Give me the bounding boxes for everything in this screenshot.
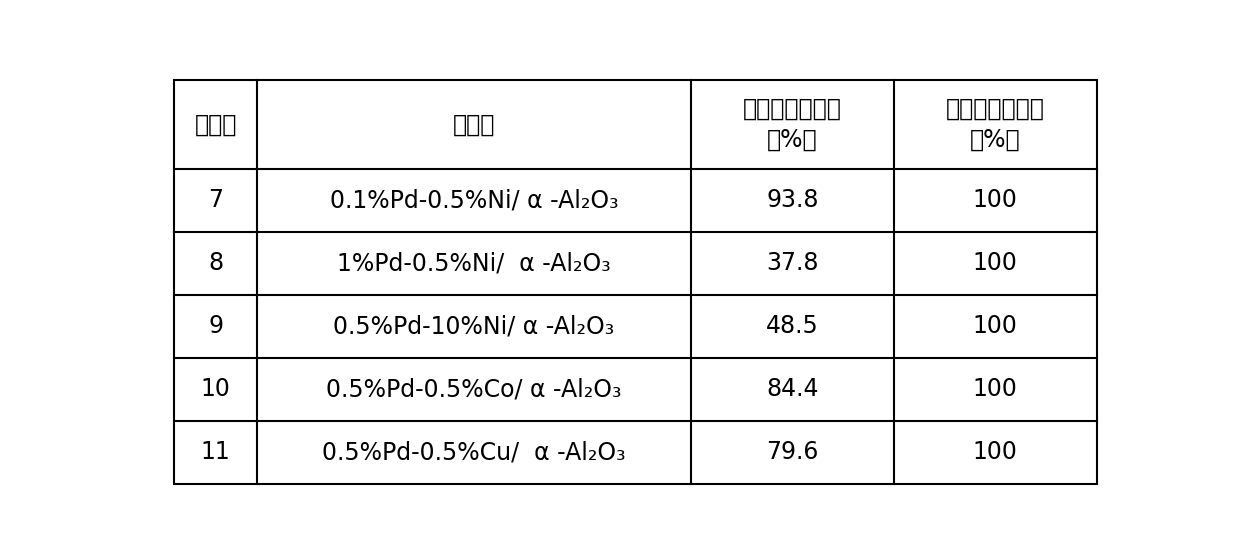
Text: 实施例: 实施例 [195,112,237,136]
Text: 100: 100 [973,188,1018,212]
Text: 79.6: 79.6 [766,440,818,464]
Text: 0.1%Pd-0.5%Ni/ α -Al₂O₃: 0.1%Pd-0.5%Ni/ α -Al₂O₃ [330,188,619,212]
Text: 100: 100 [973,251,1018,275]
Text: 93.8: 93.8 [766,188,818,212]
Text: 48.5: 48.5 [766,314,818,338]
Text: 8: 8 [208,251,223,275]
Text: 催化剂: 催化剂 [453,112,495,136]
Text: 9: 9 [208,314,223,338]
Text: 100: 100 [973,377,1018,401]
Text: 丁炔二醇转化率: 丁炔二醇转化率 [946,97,1045,121]
Text: 0.5%Pd-0.5%Cu/  α -Al₂O₃: 0.5%Pd-0.5%Cu/ α -Al₂O₃ [322,440,626,464]
Text: 84.4: 84.4 [766,377,818,401]
Text: 丁烯二醇选择性: 丁烯二醇选择性 [743,97,842,121]
Text: 1%Pd-0.5%Ni/  α -Al₂O₃: 1%Pd-0.5%Ni/ α -Al₂O₃ [337,251,611,275]
Text: 100: 100 [973,440,1018,464]
Text: 100: 100 [973,314,1018,338]
Text: 0.5%Pd-10%Ni/ α -Al₂O₃: 0.5%Pd-10%Ni/ α -Al₂O₃ [334,314,615,338]
Text: 7: 7 [208,188,223,212]
Text: 11: 11 [201,440,231,464]
Text: 0.5%Pd-0.5%Co/ α -Al₂O₃: 0.5%Pd-0.5%Co/ α -Al₂O₃ [326,377,621,401]
Text: 10: 10 [201,377,231,401]
Text: （%）: （%） [970,127,1021,151]
Text: （%）: （%） [768,127,817,151]
Text: 37.8: 37.8 [766,251,818,275]
